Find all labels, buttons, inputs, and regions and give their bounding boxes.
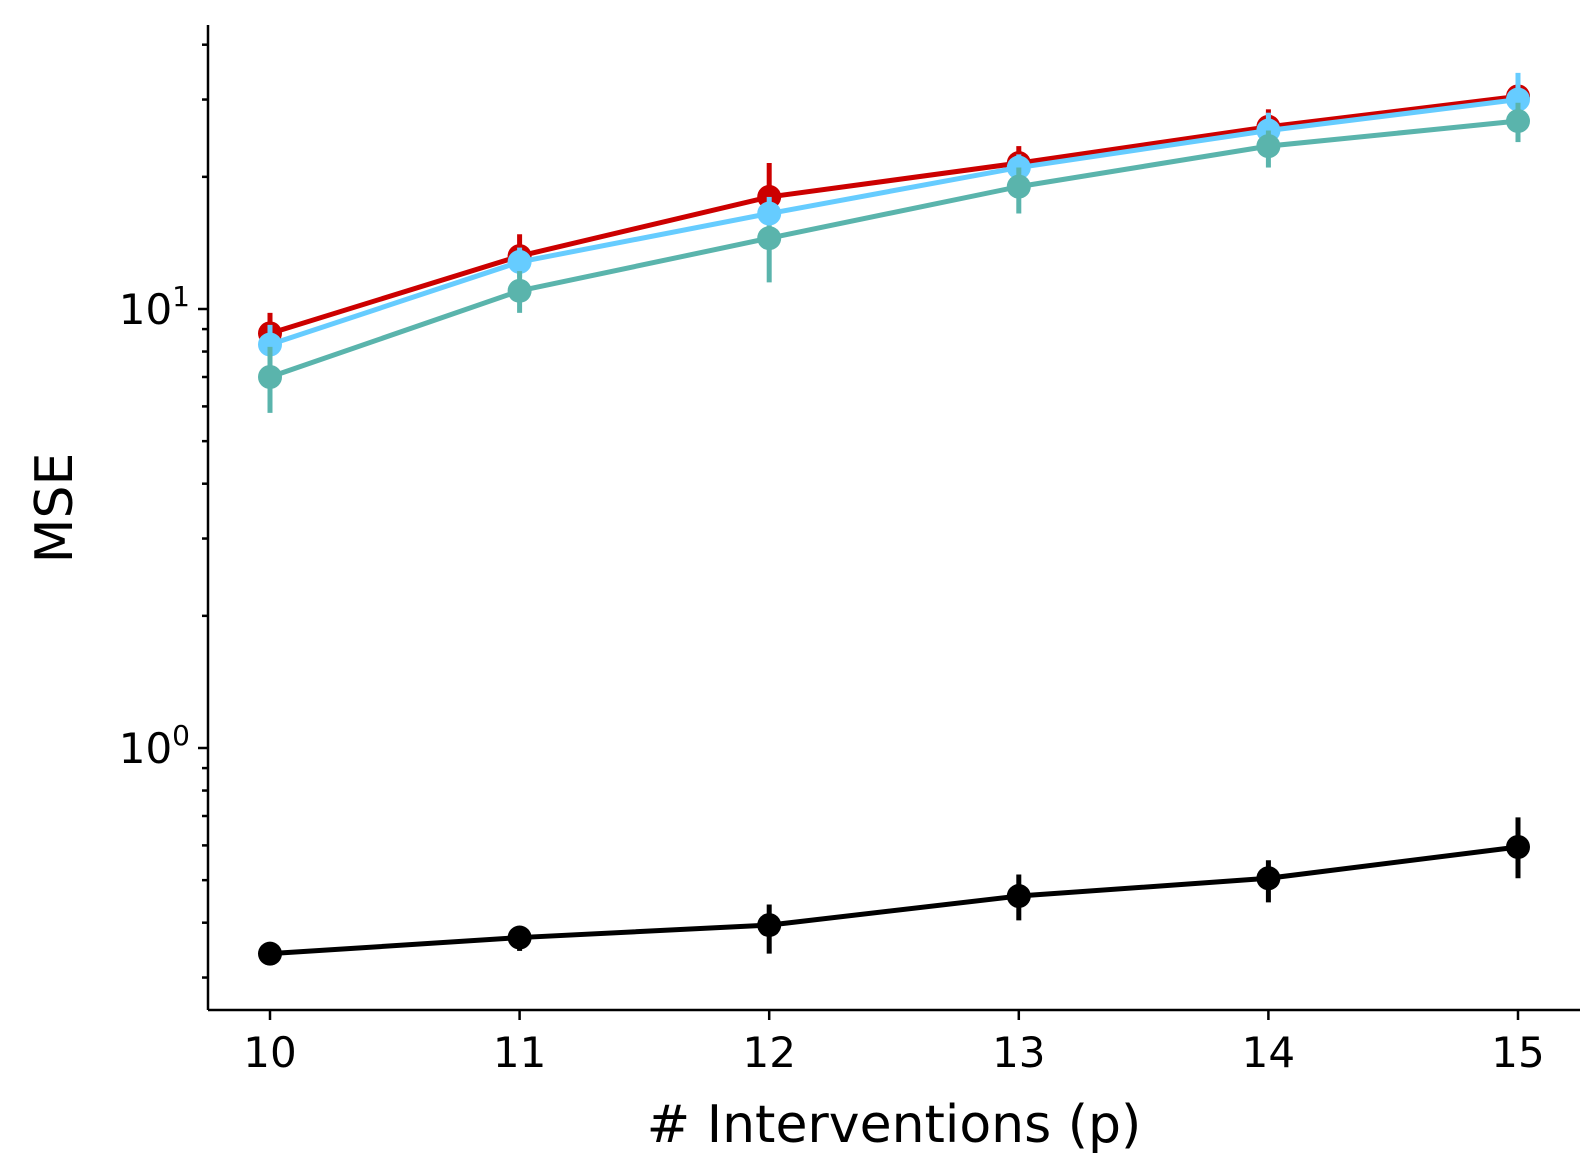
series-line-black xyxy=(269,844,1519,957)
axes-layer xyxy=(206,25,1580,1012)
data-point-teal-10 xyxy=(258,365,282,390)
series-black xyxy=(258,817,1530,966)
data-point-teal-11 xyxy=(507,278,532,303)
x-tick-label-12: 12 xyxy=(742,1028,795,1077)
data-point-light-blue-15 xyxy=(1506,87,1530,112)
series-line-red xyxy=(269,93,1519,336)
x-tick-label-10: 10 xyxy=(243,1028,296,1077)
data-point-teal-13 xyxy=(1006,174,1031,199)
series-line-teal xyxy=(269,118,1519,380)
x-tick-label-11: 11 xyxy=(493,1028,546,1077)
series-line-light-blue xyxy=(269,97,1519,347)
ticks-layer: 10 11 12 13 14 15 100 101 xyxy=(119,43,1545,1077)
y-tick-label-10: 101 xyxy=(119,280,190,334)
data-point-light-blue-10 xyxy=(258,332,282,357)
data-point-light-blue-11 xyxy=(507,249,532,274)
x-tick-label-14: 14 xyxy=(1242,1028,1295,1077)
y-axis-label: MSE xyxy=(25,453,85,564)
data-point-teal-14 xyxy=(1256,134,1281,159)
x-axis-label: # Interventions (p) xyxy=(647,1095,1142,1155)
y-tick-label-1: 100 xyxy=(119,719,190,773)
data-point-teal-12 xyxy=(757,226,782,251)
data-point-black-12 xyxy=(757,913,782,938)
data-point-black-10 xyxy=(258,941,282,966)
x-tick-label-15: 15 xyxy=(1491,1028,1544,1077)
data-point-black-11 xyxy=(507,925,532,950)
data-point-black-14 xyxy=(1256,866,1281,891)
data-point-black-15 xyxy=(1506,834,1530,859)
data-point-light-blue-12 xyxy=(757,201,782,226)
x-tick-label-13: 13 xyxy=(992,1028,1045,1077)
series-teal xyxy=(258,102,1530,413)
series-layer xyxy=(258,72,1530,966)
data-point-black-13 xyxy=(1006,884,1031,909)
data-point-teal-15 xyxy=(1506,109,1530,134)
